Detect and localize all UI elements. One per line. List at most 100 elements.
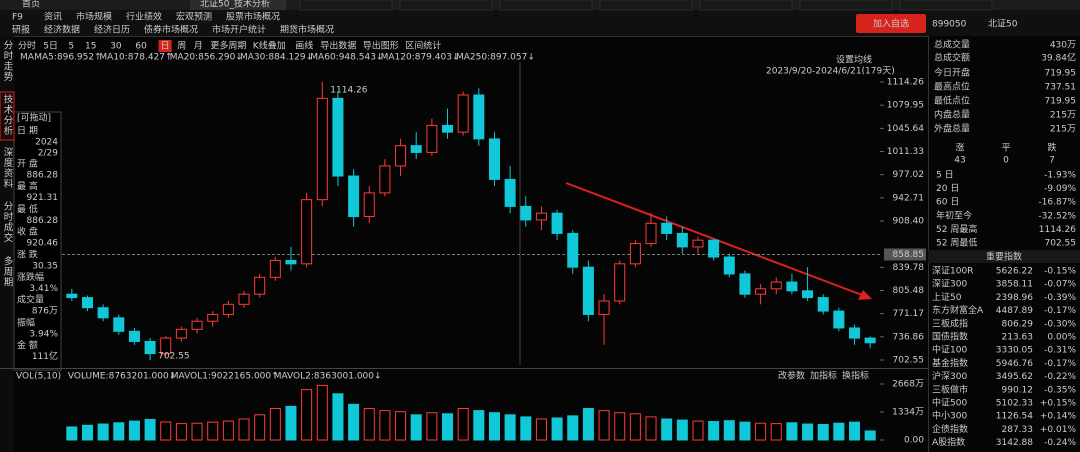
tab-label[interactable]: 首页 <box>22 0 40 10</box>
index-name[interactable]: 中小300 <box>932 410 967 422</box>
index-name[interactable]: 基金指数 <box>932 357 968 369</box>
menu-item[interactable]: 经济日历 <box>94 24 130 36</box>
toolbar-item[interactable]: 30 <box>110 42 122 52</box>
index-change[interactable]: -0.22% <box>1044 372 1076 382</box>
add-watchlist-button[interactable] <box>856 14 926 33</box>
index-change[interactable]: -0.31% <box>1044 346 1076 356</box>
index-name[interactable]: 三板成指 <box>932 317 968 329</box>
index-change[interactable]: -0.35% <box>1044 385 1076 395</box>
toolbar-item[interactable]: 5 <box>68 42 74 52</box>
index-value[interactable]: 990.12 <box>1002 385 1034 395</box>
nav-item[interactable]: 分时成交 <box>2 201 14 243</box>
volume-bar <box>66 426 78 441</box>
index-value[interactable]: 3858.11 <box>996 280 1033 290</box>
index-name[interactable]: 三板做市 <box>932 383 968 395</box>
index-change[interactable]: -0.30% <box>1044 319 1076 329</box>
tab-label[interactable]: 北证50_技术分析 <box>200 0 270 10</box>
menu-item[interactable]: 经济数据 <box>44 24 80 36</box>
index-value[interactable]: 3330.05 <box>996 346 1033 356</box>
toolbar-item[interactable]: 区间统计 <box>405 40 441 52</box>
nav-item[interactable]: 技术分析 <box>2 93 14 136</box>
menu-item[interactable]: 期货市场概况 <box>280 24 334 36</box>
y-tick-label: 908.40 <box>893 217 925 227</box>
index-change[interactable]: -0.07% <box>1044 280 1076 290</box>
tab[interactable] <box>599 0 693 11</box>
button-label[interactable]: 加入自选 <box>873 18 909 30</box>
nav-item[interactable]: 深度资料 <box>2 147 14 189</box>
index-name[interactable]: A股指数 <box>932 436 965 448</box>
index-change[interactable]: -0.24% <box>1044 438 1076 448</box>
index-value[interactable]: 2398.96 <box>996 293 1033 303</box>
index-change[interactable]: +0.15% <box>1040 399 1077 409</box>
info-value: 30.35 <box>32 261 58 271</box>
index-name[interactable]: 沪深300 <box>932 370 967 382</box>
menu-item[interactable]: 股票市场概况 <box>226 11 280 23</box>
toolbar-item[interactable]: 画线 <box>295 40 313 52</box>
index-value[interactable]: 5102.33 <box>996 399 1033 409</box>
toolbar-item[interactable]: 导出数据 <box>320 40 356 52</box>
period-active[interactable] <box>158 40 172 52</box>
info-label: 成交量 <box>17 294 44 306</box>
menu-item[interactable]: 市场开户统计 <box>212 24 266 36</box>
index-name[interactable]: 东方财富全A <box>932 304 984 316</box>
index-change[interactable]: -0.17% <box>1044 306 1076 316</box>
tab[interactable] <box>799 0 893 11</box>
tab[interactable] <box>699 0 793 11</box>
index-value[interactable]: 287.33 <box>1002 425 1034 435</box>
index-name[interactable]: 国债指数 <box>932 331 968 343</box>
menu-item[interactable]: 研报 <box>12 24 30 36</box>
toolbar-item[interactable]: 周 <box>177 41 186 52</box>
index-change[interactable]: -0.39% <box>1044 293 1076 303</box>
index-change[interactable]: 0.00% <box>1047 333 1076 343</box>
index-name[interactable]: 中证500 <box>932 397 967 409</box>
arrow-head <box>858 290 872 300</box>
toolbar-item[interactable]: 月 <box>194 41 203 52</box>
nav-item[interactable]: 多周期 <box>2 255 14 287</box>
index-value[interactable]: 1126.54 <box>996 412 1033 422</box>
index-value[interactable]: 806.29 <box>1002 319 1034 329</box>
index-name[interactable]: 深证100R <box>932 266 973 277</box>
menu-item[interactable]: 资讯 <box>44 12 62 23</box>
volume-tool[interactable]: 换指标 <box>842 370 869 382</box>
index-value[interactable]: 213.63 <box>1002 333 1034 343</box>
tab[interactable] <box>399 0 493 11</box>
tab[interactable] <box>899 0 993 11</box>
tab[interactable] <box>299 0 393 11</box>
candle-body <box>254 276 266 295</box>
index-change[interactable]: -0.17% <box>1044 359 1076 369</box>
index-name[interactable]: 上证50 <box>932 292 962 303</box>
menu-item[interactable]: 宏观预测 <box>176 11 212 23</box>
menu-item[interactable]: 市场规模 <box>76 11 112 23</box>
toolbar-item[interactable]: 分时 <box>18 40 36 52</box>
tab[interactable] <box>190 0 286 10</box>
index-change[interactable]: +0.01% <box>1040 425 1077 435</box>
index-change[interactable]: +0.14% <box>1040 412 1077 422</box>
toolbar-item[interactable]: 更多周期 <box>210 40 246 52</box>
toolbar-item[interactable]: 日 <box>161 41 170 52</box>
index-value[interactable]: 4487.89 <box>996 306 1033 316</box>
stat-value: 737.51 <box>1045 83 1077 93</box>
volume-tool[interactable]: 加指标 <box>810 370 837 382</box>
menu-item[interactable]: 债券市场概况 <box>144 24 198 36</box>
index-value[interactable]: 3495.62 <box>996 372 1033 382</box>
index-value[interactable]: 5946.76 <box>996 359 1033 369</box>
toolbar-item[interactable]: 15 <box>85 42 96 52</box>
index-name[interactable]: 中证100 <box>932 344 967 356</box>
nav-item[interactable]: 分时走势 <box>2 40 14 82</box>
toolbar-item[interactable]: 60 <box>135 42 147 52</box>
index-change[interactable]: -0.15% <box>1044 267 1076 277</box>
index-name[interactable]: 深证300 <box>932 279 967 290</box>
toolbar-item[interactable]: 设置均线 <box>836 54 872 66</box>
toolbar-item[interactable]: K线叠加 <box>253 40 286 52</box>
toolbar-item[interactable]: 5日 <box>43 41 58 52</box>
breadth-value: 0 <box>1003 156 1009 166</box>
toolbar-item[interactable]: 导出图形 <box>363 40 399 52</box>
tab[interactable] <box>499 0 593 11</box>
nav-active[interactable] <box>0 91 15 141</box>
menu-item[interactable]: F9 <box>12 13 23 23</box>
menu-item[interactable]: 行业绩效 <box>126 11 162 23</box>
volume-tool[interactable]: 改参数 <box>778 370 805 382</box>
index-value[interactable]: 3142.88 <box>996 438 1033 448</box>
index-value[interactable]: 5626.22 <box>996 267 1033 277</box>
index-name[interactable]: 企债指数 <box>932 423 968 435</box>
